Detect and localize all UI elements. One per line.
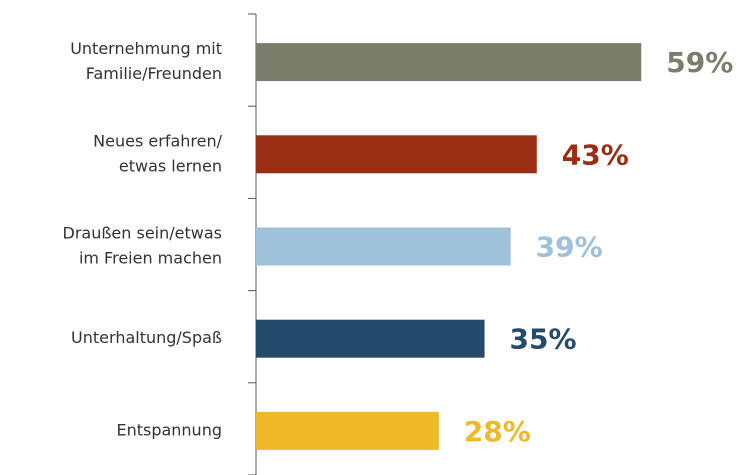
category-label: Entspannung bbox=[116, 420, 222, 439]
category-label: Neues erfahren/ bbox=[93, 131, 222, 150]
bar bbox=[256, 43, 642, 82]
bar bbox=[256, 135, 537, 174]
value-label: 59% bbox=[666, 46, 733, 79]
category-label: Familie/Freunden bbox=[86, 64, 222, 83]
bar bbox=[256, 227, 511, 266]
bar bbox=[256, 319, 485, 358]
category-label: Draußen sein/etwas bbox=[63, 224, 223, 243]
category-label: Unternehmung mit bbox=[70, 39, 222, 58]
value-label: 35% bbox=[510, 323, 577, 356]
value-label: 43% bbox=[562, 138, 629, 171]
category-label: im Freien machen bbox=[79, 249, 222, 268]
category-label: Unterhaltung/Spaß bbox=[71, 328, 222, 347]
category-label: etwas lernen bbox=[119, 156, 222, 175]
value-label: 28% bbox=[464, 415, 531, 448]
bar bbox=[256, 411, 439, 450]
value-label: 39% bbox=[536, 231, 603, 264]
